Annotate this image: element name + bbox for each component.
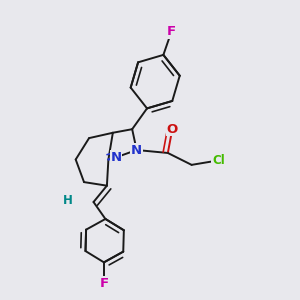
Text: O: O <box>167 123 178 136</box>
Text: N: N <box>131 143 142 157</box>
Text: H: H <box>63 194 73 207</box>
Text: Cl: Cl <box>212 154 225 167</box>
Text: F: F <box>99 277 109 290</box>
Text: F: F <box>167 25 176 38</box>
Text: N: N <box>110 151 122 164</box>
